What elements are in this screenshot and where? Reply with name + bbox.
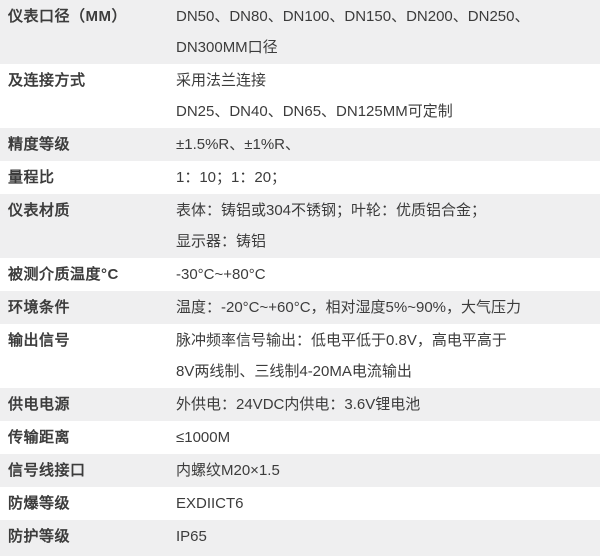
table-row: 及连接方式 采用法兰连接 DN25、DN40、DN65、DN125MM可定制 [0, 64, 600, 128]
spec-value: ≤1000M [176, 429, 231, 446]
spec-value: ±1.5%R、±1%R、 [176, 136, 300, 153]
spec-label: 量程比 [8, 169, 55, 186]
table-row: 环境条件 温度：-20°C~+60°C，相对湿度5%~90%，大气压力 [0, 291, 600, 324]
spec-value: EXDIICT6 [176, 495, 244, 512]
spec-label: 输出信号 [8, 332, 71, 349]
spec-label: 传输距离 [8, 429, 71, 446]
spec-value: 外供电：24VDC内供电：3.6V锂电池 [176, 396, 421, 413]
spec-value: 内螺纹M20×1.5 [176, 462, 280, 479]
table-row: 量程比 1：10；1：20； [0, 161, 600, 194]
spec-value: 表体：铸铝或304不锈钢；叶轮：优质铝合金； 显示器：铸铝 [176, 202, 487, 250]
table-row: 仪表材质 表体：铸铝或304不锈钢；叶轮：优质铝合金； 显示器：铸铝 [0, 194, 600, 258]
table-row: 防爆等级 EXDIICT6 [0, 487, 600, 520]
spec-value: IP65 [176, 528, 207, 545]
spec-value: 1：10；1：20； [176, 169, 287, 186]
table-row: 仪表口径（MM） DN50、DN80、DN100、DN150、DN200、DN2… [0, 0, 600, 64]
spec-label: 精度等级 [8, 136, 71, 153]
table-row: 防护等级 IP65 [0, 520, 600, 556]
spec-label: 供电电源 [8, 396, 71, 413]
spec-label: 防爆等级 [8, 495, 71, 512]
spec-label: 环境条件 [8, 299, 71, 316]
spec-value: 脉冲频率信号输出：低电平低于0.8V，高电平高于 8V两线制、三线制4-20MA… [176, 332, 507, 380]
table-row: 传输距离 ≤1000M [0, 421, 600, 454]
spec-value: -30°C~+80°C [176, 266, 266, 283]
spec-label: 及连接方式 [8, 72, 86, 89]
spec-label: 仪表材质 [8, 202, 71, 219]
table-row: 精度等级 ±1.5%R、±1%R、 [0, 128, 600, 161]
spec-value: DN50、DN80、DN100、DN150、DN200、DN250、 DN300… [176, 8, 530, 56]
spec-label: 被测介质温度°C [8, 266, 119, 283]
spec-label: 信号线接口 [8, 462, 86, 479]
table-row: 供电电源 外供电：24VDC内供电：3.6V锂电池 [0, 388, 600, 421]
table-row: 被测介质温度°C -30°C~+80°C [0, 258, 600, 291]
table-row: 信号线接口 内螺纹M20×1.5 [0, 454, 600, 487]
spec-value: 采用法兰连接 DN25、DN40、DN65、DN125MM可定制 [176, 72, 453, 120]
spec-value: 温度：-20°C~+60°C，相对湿度5%~90%，大气压力 [176, 299, 522, 316]
spec-label: 防护等级 [8, 528, 71, 545]
table-row: 输出信号 脉冲频率信号输出：低电平低于0.8V，高电平高于 8V两线制、三线制4… [0, 324, 600, 388]
spec-label: 仪表口径（MM） [8, 8, 127, 25]
